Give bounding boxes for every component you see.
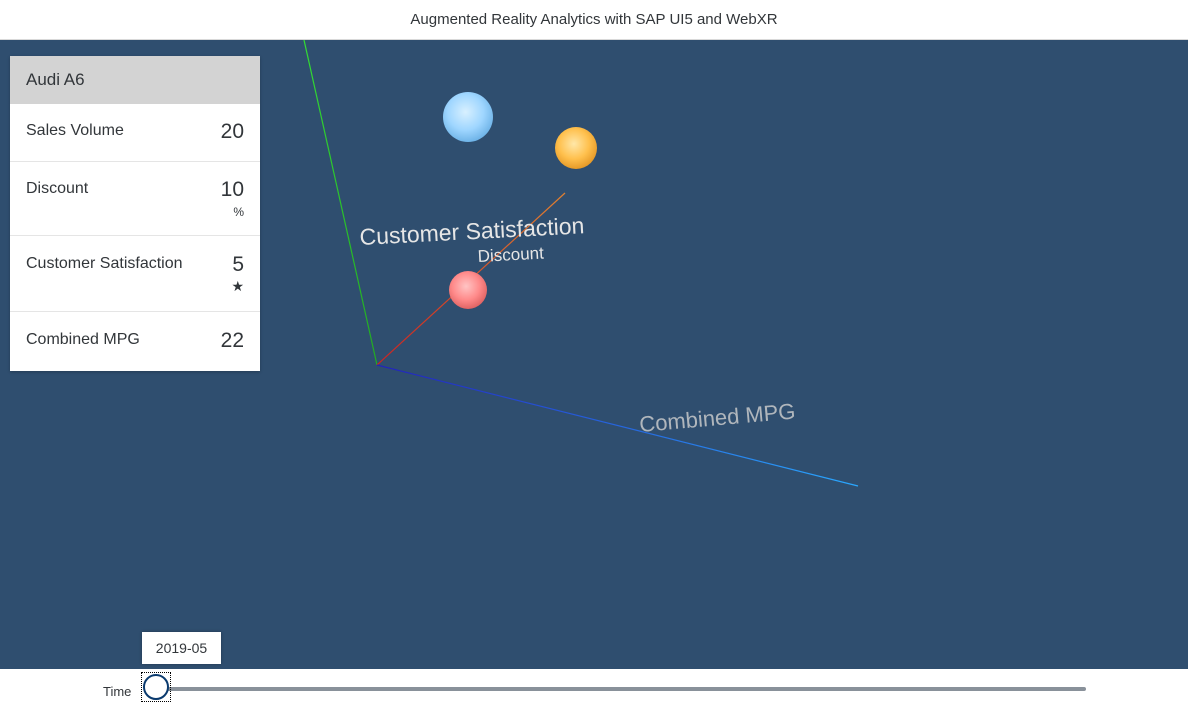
ar-scene[interactable]: Customer Satisfaction Discount Combined … <box>0 40 1188 669</box>
kpi-value: 10 <box>220 178 244 201</box>
kpi-row-discount: Discount 10 % <box>10 162 260 236</box>
kpi-value: 22 <box>220 329 244 352</box>
time-slider-focus-outline <box>141 672 171 702</box>
time-slider-bar: Time <box>0 669 1188 712</box>
app-title: Augmented Reality Analytics with SAP UI5… <box>410 11 778 28</box>
z-axis-label: Combined MPG <box>638 398 796 437</box>
kpi-row-sales-volume: Sales Volume 20 <box>10 104 260 162</box>
star-icon: ★ <box>231 278 244 294</box>
time-slider-label: Time <box>103 684 132 699</box>
kpi-row-combined-mpg: Combined MPG 22 <box>10 312 260 371</box>
kpi-unit: % <box>233 205 244 219</box>
kpi-value: 20 <box>220 120 244 143</box>
title-bar: Augmented Reality Analytics with SAP UI5… <box>0 0 1188 40</box>
time-slider-tooltip: 2019-05 <box>142 632 221 664</box>
kpi-label: Combined MPG <box>26 331 140 348</box>
z-axis-line <box>376 364 859 487</box>
time-slider-handle[interactable] <box>143 674 169 700</box>
kpi-row-customer-satisfaction: Customer Satisfaction 5 ★ <box>10 236 260 312</box>
y-axis-label: Customer Satisfaction <box>359 212 585 250</box>
bubble-orange[interactable] <box>555 127 597 169</box>
kpi-label: Customer Satisfaction <box>26 255 183 272</box>
kpi-label: Sales Volume <box>26 122 124 139</box>
scene-canvas[interactable]: Customer Satisfaction Discount Combined … <box>0 40 1188 669</box>
kpi-label: Discount <box>26 180 89 197</box>
bubble-blue[interactable] <box>443 92 493 142</box>
x-axis-label: Discount <box>477 244 544 266</box>
detail-card: Audi A6 Sales Volume 20 Discount 10 % Cu… <box>10 56 260 371</box>
kpi-value: 5 <box>232 253 244 276</box>
time-slider-track[interactable] <box>157 687 1086 691</box>
y-axis-line <box>303 40 378 366</box>
bubble-red[interactable] <box>449 271 487 309</box>
card-header: Audi A6 <box>10 56 260 104</box>
